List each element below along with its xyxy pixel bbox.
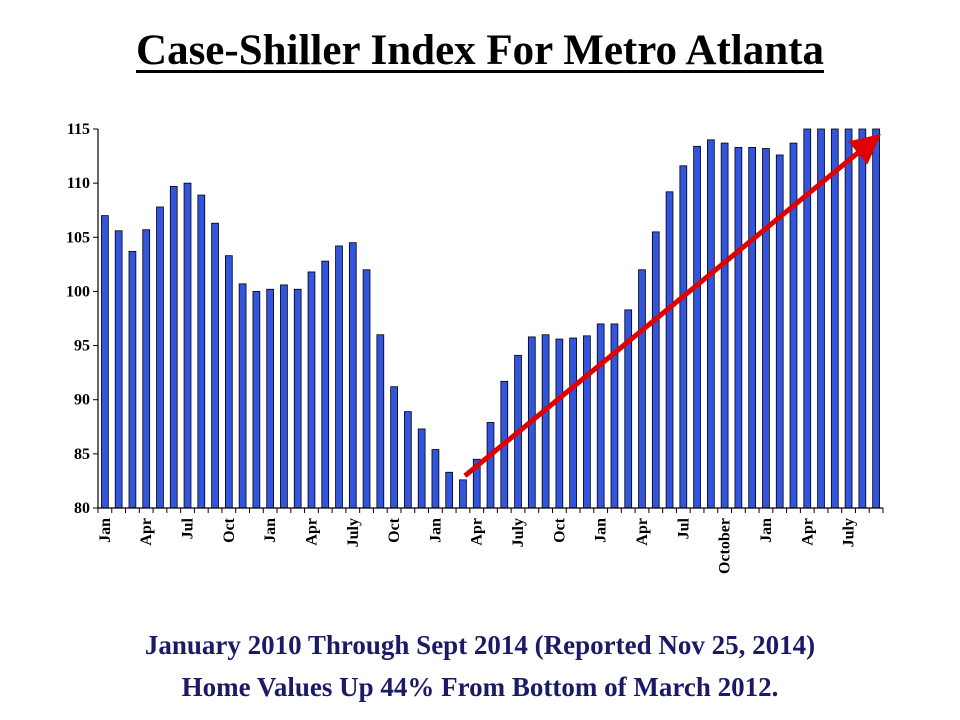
bar [266,288,274,509]
bar [169,185,178,509]
bar [348,242,357,509]
x-tick-label: July [510,518,527,547]
bar [720,142,729,509]
bar [858,128,867,509]
bar [238,283,247,509]
bar [762,148,770,509]
bar [775,154,784,509]
bar [665,191,674,509]
bar [803,128,812,509]
bar [707,139,715,509]
bar [293,288,302,509]
bar [748,147,757,509]
bar [541,334,550,509]
bar [789,142,798,509]
y-tick-label: 100 [66,283,90,300]
bar [335,245,343,509]
bar [872,128,880,509]
x-tick-label: October [717,518,734,574]
bar [128,250,137,509]
x-tick-label: Jan [427,518,444,543]
bar [156,206,164,509]
bar [224,255,233,509]
x-tick-label: Jan [593,518,610,543]
bar [280,284,288,509]
x-tick-label: Jan [97,518,114,543]
x-tick-label: Apr [469,518,486,546]
bar [679,165,688,509]
bar [197,194,206,509]
y-tick-label: 95 [74,338,90,355]
bar [651,231,660,509]
bar [142,229,151,509]
x-tick-label: July [841,518,858,547]
chart-subtitle-line-1: January 2010 Through Sept 2014 (Reported… [144,630,816,660]
bar [101,215,109,509]
bar [404,411,412,509]
bar [114,230,123,509]
bar [183,182,192,509]
bar [830,128,839,509]
y-tick-label: 90 [74,392,90,409]
bar [555,338,564,509]
bar [638,269,646,509]
bar [417,428,426,509]
bar [583,335,591,509]
x-tick-label: Oct [386,517,403,543]
x-tick-label: Oct [551,517,568,543]
chart-subtitle-line-2: Home Values Up 44% From Bottom of March … [181,672,779,702]
bar [445,471,454,509]
bar [596,323,605,509]
x-tick-label: Apr [799,518,816,546]
x-tick-label: Jan [758,518,775,543]
bar [376,334,385,509]
bar [211,222,219,509]
bar [390,386,398,509]
x-tick-label: July [345,518,362,547]
bar [734,147,743,509]
y-tick-label: 85 [74,446,90,463]
bar [362,269,371,509]
y-tick-label: 115 [67,121,90,138]
x-tick-label: Apr [138,518,155,546]
trend-arrow [463,133,881,478]
chart-title: Case-Shiller Index For Metro Atlanta [136,27,824,74]
x-tick-label: Jul [675,517,692,539]
bar [431,449,440,509]
x-tick-label: Apr [303,518,320,546]
bar [569,337,577,509]
bar [252,291,261,509]
x-tick-label: Jul [180,517,197,539]
x-tick-label: Apr [634,518,651,546]
bar [307,271,316,509]
y-tick-label: 110 [67,175,90,192]
bar [486,422,495,509]
y-tick-label: 105 [66,229,90,246]
bar [844,128,853,509]
x-tick-label: Oct [221,517,238,543]
bar [321,260,330,509]
bar [459,479,467,509]
x-tick-label: Jan [262,518,279,543]
bar [693,145,701,509]
y-tick-label: 80 [74,500,90,517]
